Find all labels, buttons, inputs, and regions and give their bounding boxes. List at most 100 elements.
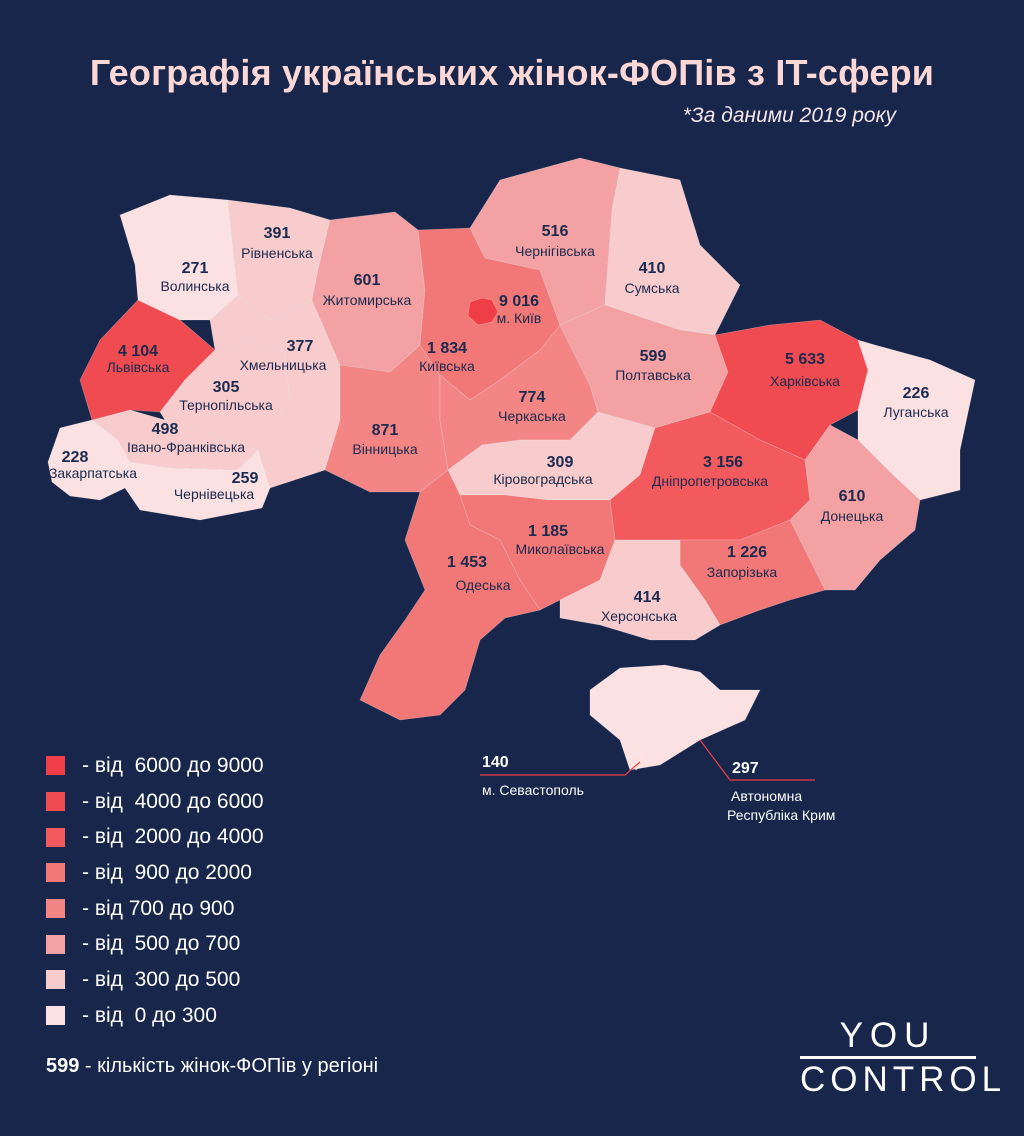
region-name-lvivska: Львівська — [107, 359, 170, 375]
legend-item: - від 2000 до 4000 — [46, 819, 264, 855]
region-name-kyiv: м. Київ — [497, 310, 542, 326]
region-krym[interactable] — [589, 664, 761, 771]
region-khmelnytska[interactable] — [209, 294, 341, 489]
legend-item: - від 6000 до 9000 — [46, 748, 264, 784]
legend-label: - від 900 до 2000 — [82, 860, 252, 884]
region-value-zaporizka: 1 226 — [727, 544, 767, 561]
region-value-khmelnytska: 377 — [287, 338, 314, 355]
region-name-dnipropetrovska: Дніпропетровська — [652, 473, 768, 489]
region-value-chernivetska: 259 — [232, 470, 259, 487]
region-value-volynska: 271 — [182, 260, 209, 277]
legend-swatch — [46, 792, 65, 812]
legend-label: - від 6000 до 9000 — [82, 753, 264, 777]
region-labels: 271 Волинська 391 Рівненська 601 Житомир… — [49, 223, 949, 624]
region-value-chernihivska: 516 — [542, 223, 569, 240]
legend-item: - від 300 до 500 — [46, 962, 264, 998]
region-value-khersonska: 414 — [634, 589, 661, 606]
region-value-kharkivska: 5 633 — [785, 351, 825, 368]
region-name-ivanofrankivska: Івано-Франківська — [127, 439, 245, 455]
legend-item: - від 900 до 2000 — [46, 855, 264, 891]
legend-item: - від 0 до 300 — [46, 998, 264, 1034]
legend-label: - від 300 до 500 — [82, 967, 241, 991]
region-name-donetska: Донецька — [821, 508, 884, 524]
region-name-kyivska: Київська — [419, 358, 475, 374]
region-odeska[interactable] — [359, 469, 541, 721]
region-name-chernivetska: Чернівецька — [174, 486, 255, 502]
region-value-odeska: 1 453 — [447, 554, 487, 571]
region-sevastopol[interactable] — [627, 751, 647, 771]
region-value-cherkaska: 774 — [519, 389, 546, 406]
region-value-mykolaivska: 1 185 — [528, 523, 568, 540]
sevastopol-leader-line — [480, 761, 641, 776]
region-value-dnipropetrovska: 3 156 — [703, 454, 743, 471]
note-example-number: 599 — [46, 1055, 80, 1077]
region-name-odeska: Одеська — [455, 577, 510, 593]
sevastopol-value: 140 — [482, 754, 509, 771]
logo-line2: CONTROL — [800, 1060, 1007, 1099]
logo-divider — [800, 1056, 976, 1059]
krym-leader-line — [699, 739, 815, 781]
page-title: Географія українських жінок-ФОПів з IT-с… — [89, 52, 935, 93]
region-sumska[interactable] — [604, 167, 741, 336]
region-value-ternopilska: 305 — [213, 379, 240, 396]
region-kyiv[interactable] — [467, 297, 499, 326]
legend-swatch — [46, 827, 65, 847]
legend-label: - від 0 до 300 — [82, 1003, 217, 1027]
region-chernivetska[interactable] — [124, 449, 271, 521]
data-source-note: *За даними 2019 року — [682, 104, 896, 127]
region-value-zhytomyrska: 601 — [354, 272, 381, 289]
youcontrol-logo: YOU CONTROL — [800, 1016, 1007, 1099]
region-value-zakarpatska: 228 — [62, 449, 89, 466]
legend-swatch — [46, 934, 65, 954]
legend-item: - від 4000 до 6000 — [46, 784, 264, 820]
legend-swatch — [46, 899, 65, 919]
region-value-kirovohradska: 309 — [547, 454, 574, 471]
region-name-volynska: Волинська — [160, 278, 229, 294]
legend-label: - від 700 до 900 — [82, 896, 235, 920]
legend-note: 599 - кількість жінок-ФОПів у регіоні — [46, 1055, 378, 1078]
region-name-zakarpatska: Закарпатська — [49, 465, 137, 481]
region-name-zhytomyrska: Житомирська — [323, 292, 412, 308]
region-name-rivnenska: Рівненська — [241, 245, 313, 261]
legend-label: - від 2000 до 4000 — [82, 825, 264, 849]
region-value-vinnytska: 871 — [372, 422, 399, 439]
region-name-kharkivska: Харківська — [770, 373, 840, 389]
region-value-kyivska: 1 834 — [427, 340, 467, 357]
legend-swatch — [46, 863, 65, 883]
region-kharkivska[interactable] — [709, 319, 869, 461]
krym-value: 297 — [732, 760, 759, 777]
legend-label: - від 500 до 700 — [82, 932, 241, 956]
legend-label: - від 4000 до 6000 — [82, 789, 264, 813]
region-value-kyiv: 9 016 — [499, 293, 539, 310]
region-name-ternopilska: Тернопільська — [179, 397, 273, 413]
region-name-khersonska: Херсонська — [601, 608, 677, 624]
legend-item: - від 700 до 900 — [46, 891, 264, 927]
region-value-rivnenska: 391 — [264, 225, 291, 242]
sevastopol-name: м. Севастополь — [482, 782, 584, 798]
krym-name-line2: Республіка Крим — [727, 807, 835, 823]
region-value-poltavska: 599 — [640, 348, 667, 365]
region-name-cherkaska: Черкаська — [498, 408, 566, 424]
legend-swatch — [46, 756, 65, 776]
krym-name-line1: Автономна — [731, 788, 802, 804]
region-donetska[interactable] — [789, 424, 921, 591]
region-name-luhanska: Луганська — [883, 404, 948, 420]
region-name-vinnytska: Вінницька — [352, 441, 417, 457]
region-name-chernihivska: Чернігівська — [515, 243, 595, 259]
legend: - від 6000 до 9000 - від 4000 до 6000 - … — [46, 748, 264, 1034]
region-value-luhanska: 226 — [903, 385, 930, 402]
legend-swatch — [46, 970, 65, 990]
region-value-sumska: 410 — [639, 260, 666, 277]
logo-line1: YOU — [839, 1016, 937, 1055]
region-luhanska[interactable] — [857, 339, 976, 501]
legend-item: - від 500 до 700 — [46, 926, 264, 962]
region-name-kirovohradska: Кіровоградська — [493, 471, 592, 487]
region-khersonska[interactable] — [559, 539, 721, 641]
region-name-khmelnytska: Хмельницька — [240, 357, 327, 373]
note-text: - кількість жінок-ФОПів у регіоні — [79, 1055, 379, 1077]
region-value-ivanofrankivska: 498 — [152, 421, 179, 438]
legend-swatch — [46, 1006, 65, 1026]
region-name-zaporizka: Запорізька — [707, 564, 778, 580]
region-name-sumska: Сумська — [624, 280, 679, 296]
